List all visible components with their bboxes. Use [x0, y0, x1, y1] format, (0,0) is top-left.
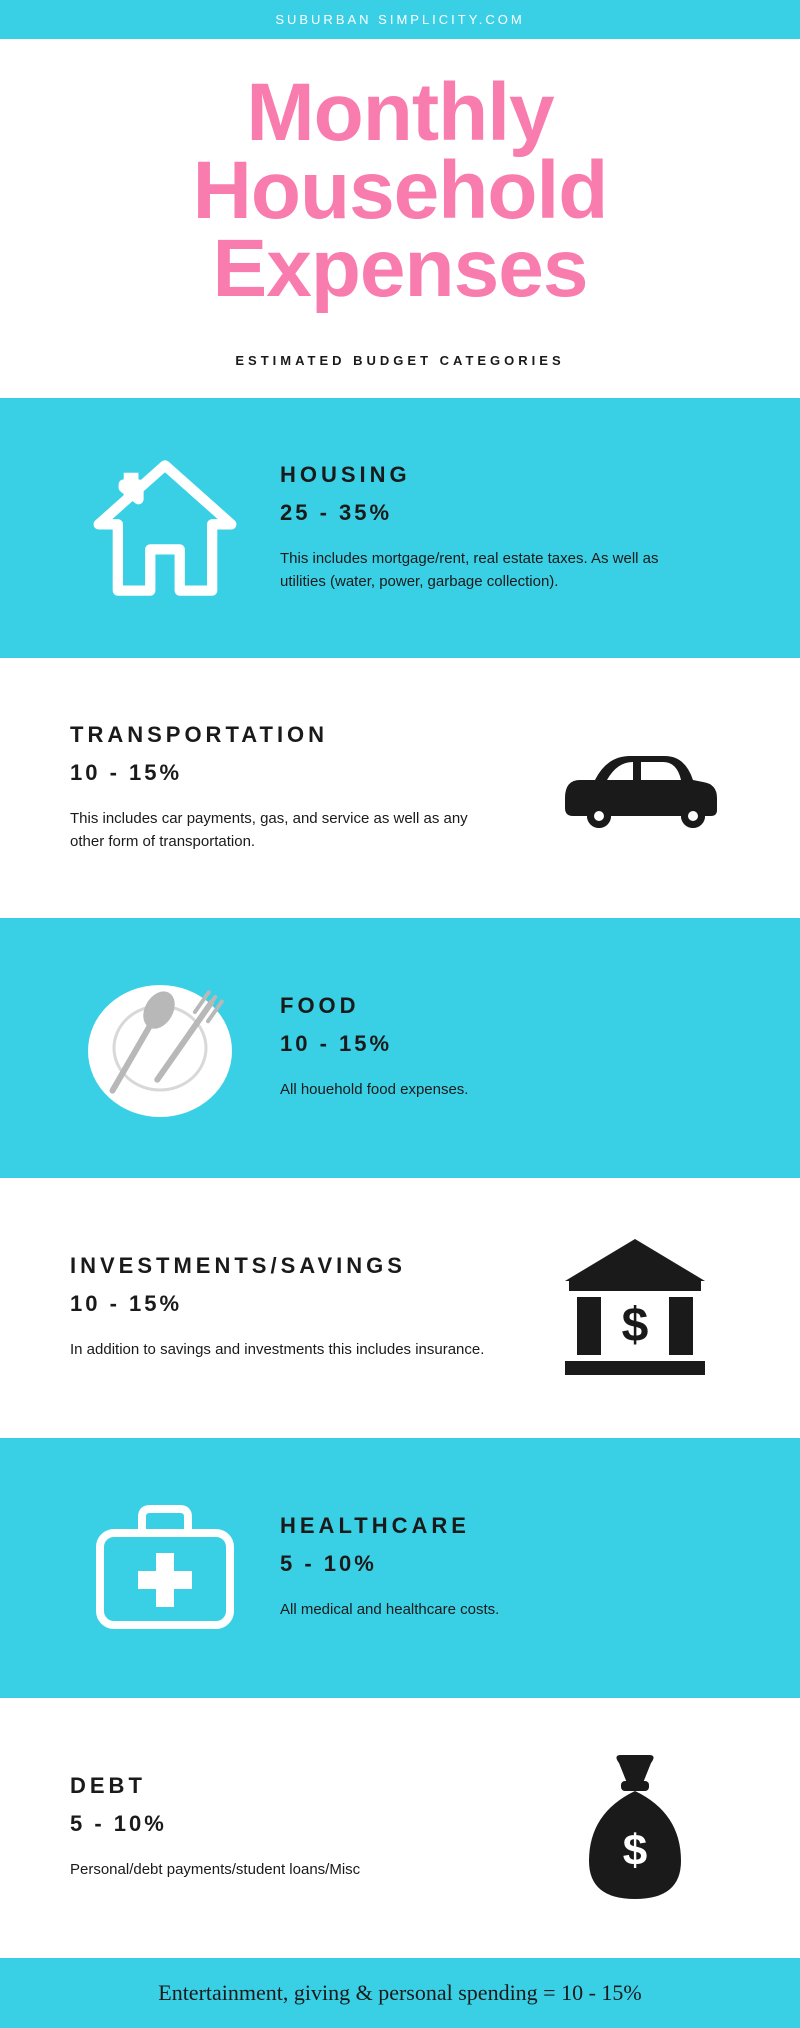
- moneybag-icon: $: [530, 1753, 740, 1903]
- page-title-block: Monthly Household Expenses: [0, 39, 800, 328]
- debt-heading: DEBT: [70, 1773, 520, 1799]
- debt-text: DEBT 5 - 10% Personal/debt payments/stud…: [60, 1773, 530, 1882]
- investments-text: INVESTMENTS/SAVINGS 10 - 15% In addition…: [60, 1253, 530, 1362]
- transportation-percent: 10 - 15%: [70, 760, 520, 786]
- section-investments: INVESTMENTS/SAVINGS 10 - 15% In addition…: [0, 1178, 800, 1438]
- housing-text: HOUSING 25 - 35% This includes mortgage/…: [270, 462, 740, 593]
- food-percent: 10 - 15%: [280, 1031, 730, 1057]
- housing-percent: 25 - 35%: [280, 500, 730, 526]
- title-line-3: Expenses: [213, 223, 588, 314]
- housing-heading: HOUSING: [280, 462, 730, 488]
- transportation-desc: This includes car payments, gas, and ser…: [70, 808, 490, 853]
- transportation-text: TRANSPORTATION 10 - 15% This includes ca…: [60, 722, 530, 853]
- healthcare-heading: HEALTHCARE: [280, 1513, 730, 1539]
- debt-desc: Personal/debt payments/student loans/Mis…: [70, 1859, 490, 1882]
- food-text: FOOD 10 - 15% All houehold food expenses…: [270, 993, 740, 1102]
- section-transportation: TRANSPORTATION 10 - 15% This includes ca…: [0, 658, 800, 918]
- transportation-heading: TRANSPORTATION: [70, 722, 520, 748]
- investments-percent: 10 - 15%: [70, 1291, 520, 1317]
- site-url-bar: SUBURBAN SIMPLICITY.COM: [0, 0, 800, 39]
- investments-heading: INVESTMENTS/SAVINGS: [70, 1253, 520, 1279]
- section-debt: DEBT 5 - 10% Personal/debt payments/stud…: [0, 1698, 800, 1958]
- svg-text:$: $: [622, 1299, 649, 1352]
- housing-desc: This includes mortgage/rent, real estate…: [280, 548, 700, 593]
- debt-percent: 5 - 10%: [70, 1811, 520, 1837]
- bank-icon: $: [530, 1233, 740, 1383]
- footer-text: Entertainment, giving & personal spendin…: [158, 1980, 641, 2005]
- car-icon: [530, 738, 740, 838]
- page-title: Monthly Household Expenses: [20, 74, 780, 308]
- footer-bar: Entertainment, giving & personal spendin…: [0, 1958, 800, 2028]
- healthcare-text: HEALTHCARE 5 - 10% All medical and healt…: [270, 1513, 740, 1622]
- healthcare-desc: All medical and healthcare costs.: [280, 1599, 700, 1622]
- subtitle: ESTIMATED BUDGET CATEGORIES: [0, 328, 800, 398]
- section-housing: HOUSING 25 - 35% This includes mortgage/…: [0, 398, 800, 658]
- investments-desc: In addition to savings and investments t…: [70, 1339, 490, 1362]
- food-desc: All houehold food expenses.: [280, 1079, 700, 1102]
- healthcare-percent: 5 - 10%: [280, 1551, 730, 1577]
- section-healthcare: HEALTHCARE 5 - 10% All medical and healt…: [0, 1438, 800, 1698]
- site-url: SUBURBAN SIMPLICITY.COM: [275, 12, 524, 27]
- section-food: FOOD 10 - 15% All houehold food expenses…: [0, 918, 800, 1178]
- plate-icon: [60, 963, 270, 1133]
- food-heading: FOOD: [280, 993, 730, 1019]
- svg-text:$: $: [623, 1826, 647, 1875]
- house-icon: [60, 458, 270, 598]
- medkit-icon: [60, 1503, 270, 1633]
